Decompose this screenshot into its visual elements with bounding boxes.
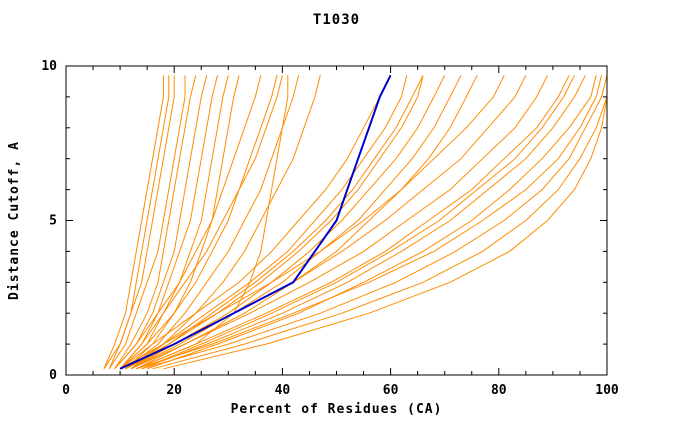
y-axis-label: Distance Cutoff, A bbox=[7, 141, 22, 300]
model-curve bbox=[119, 75, 505, 370]
model-curve bbox=[103, 75, 170, 370]
model-curve bbox=[114, 75, 262, 370]
model-curve bbox=[146, 75, 597, 370]
x-tick-label: 80 bbox=[491, 383, 507, 398]
y-tick-label: 10 bbox=[41, 59, 57, 74]
model-curve bbox=[136, 75, 478, 370]
model-curve bbox=[119, 75, 278, 370]
x-tick-label: 40 bbox=[275, 383, 291, 398]
y-tick-label: 0 bbox=[49, 368, 57, 383]
x-tick-label: 0 bbox=[62, 383, 70, 398]
model-curve bbox=[103, 75, 164, 370]
model-curve bbox=[163, 75, 608, 370]
model-curve bbox=[136, 75, 603, 370]
model-curve bbox=[114, 75, 208, 370]
model-curve bbox=[141, 75, 608, 370]
model-curve bbox=[136, 75, 289, 370]
model-curve bbox=[130, 75, 424, 370]
model-curve bbox=[130, 75, 548, 370]
y-tick-label: 5 bbox=[49, 214, 57, 229]
model-curve bbox=[125, 75, 424, 370]
model-curve bbox=[119, 75, 392, 370]
model-curve bbox=[119, 75, 283, 370]
model-curve bbox=[125, 75, 408, 370]
highlighted-model-curve bbox=[119, 74, 392, 370]
x-axis-label: Percent of Residues (CA) bbox=[231, 402, 443, 417]
model-curve bbox=[136, 75, 570, 370]
model-curve bbox=[119, 75, 229, 370]
chart-title: T1030 bbox=[313, 12, 360, 28]
x-tick-label: 100 bbox=[595, 383, 619, 398]
model-curve bbox=[119, 75, 218, 370]
model-curve bbox=[152, 75, 608, 370]
model-curve bbox=[130, 75, 321, 370]
x-tick-label: 20 bbox=[166, 383, 182, 398]
model-curve bbox=[108, 75, 186, 370]
model-curve bbox=[125, 75, 300, 370]
model-curve bbox=[130, 75, 446, 370]
model-curve bbox=[141, 75, 575, 370]
model-curve bbox=[141, 75, 586, 370]
model-curve bbox=[114, 75, 197, 370]
x-tick-label: 60 bbox=[383, 383, 399, 398]
